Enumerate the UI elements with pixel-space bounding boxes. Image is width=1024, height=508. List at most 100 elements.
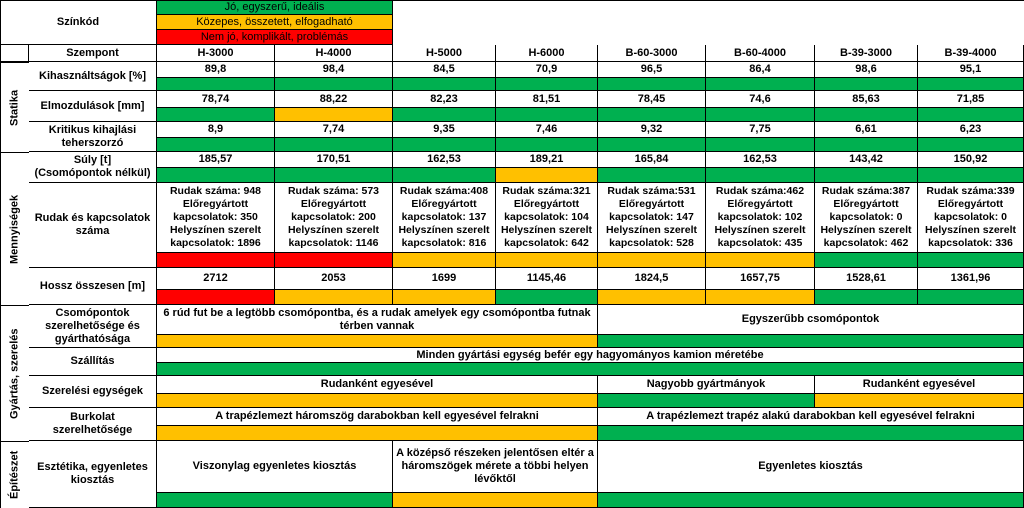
buckling-rating-0 xyxy=(157,138,275,152)
utilization-rating-7 xyxy=(918,78,1024,91)
members-rating-6 xyxy=(815,253,918,268)
utilization-value-7: 95,1 xyxy=(918,62,1024,78)
buckling-rating-1 xyxy=(275,138,393,152)
displacement-value-6: 85,63 xyxy=(815,91,918,108)
weight-rating-3 xyxy=(496,168,598,183)
row-label-members: Rudak és kapcsolatok száma xyxy=(29,183,157,268)
weight-rating-6 xyxy=(815,168,918,183)
weight-rating-5 xyxy=(706,168,815,183)
length-rating-5 xyxy=(706,290,815,305)
row-label-weight: Súly [t] (Csomópontok nélkül) xyxy=(29,152,157,183)
buckling-rating-7 xyxy=(918,138,1024,152)
displacement-rating-7 xyxy=(918,108,1024,122)
aesthetics-text-rest: Egyenletes kiosztás xyxy=(598,441,1024,493)
displacement-value-3: 81,51 xyxy=(496,91,598,108)
displacement-rating-4 xyxy=(598,108,706,122)
aesthetics-rating-h5 xyxy=(393,493,598,508)
utilization-value-0: 89,8 xyxy=(157,62,275,78)
header-col-b39-4000: B-39-4000 xyxy=(918,45,1024,62)
header-col-h4000: H-4000 xyxy=(275,45,393,62)
displacement-rating-6 xyxy=(815,108,918,122)
utilization-rating-1 xyxy=(275,78,393,91)
row-label-displacement: Elmozdulások [mm] xyxy=(29,91,157,122)
length-rating-6 xyxy=(815,290,918,305)
utilization-rating-4 xyxy=(598,78,706,91)
utilization-rating-6 xyxy=(815,78,918,91)
group-gyartas: Gyártás, szerelés xyxy=(0,305,29,441)
aesthetics-text-h5: A középső részeken jelentősen eltér a há… xyxy=(393,441,598,493)
members-rating-7 xyxy=(918,253,1024,268)
row-label-buckling: Kritikus kihajlási teherszorzó xyxy=(29,122,157,152)
weight-value-4: 165,84 xyxy=(598,152,706,168)
buckling-value-0: 8,9 xyxy=(157,122,275,138)
assembly-text-b39: Rudanként egyesével xyxy=(815,376,1024,394)
legend-good: Jó, egyszerű, ideális xyxy=(157,0,393,15)
legend-bad: Nem jó, komplikált, problémás xyxy=(157,30,393,45)
length-rating-4 xyxy=(598,290,706,305)
assembly-rating-h xyxy=(157,394,598,408)
length-value-4: 1824,5 xyxy=(598,268,706,290)
length-value-1: 2053 xyxy=(275,268,393,290)
displacement-value-1: 88,22 xyxy=(275,91,393,108)
row-label-assembly: Szerelési egységek xyxy=(29,376,157,408)
displacement-value-5: 74,6 xyxy=(706,91,815,108)
nodes-rating-h xyxy=(157,335,598,348)
weight-value-0: 185,57 xyxy=(157,152,275,168)
members-value-5: Rudak száma:462 Előregyártott kapcsolato… xyxy=(706,183,815,253)
buckling-value-4: 9,32 xyxy=(598,122,706,138)
buckling-rating-2 xyxy=(393,138,496,152)
weight-value-2: 162,53 xyxy=(393,152,496,168)
aesthetics-rating-rest xyxy=(598,493,1024,508)
length-value-6: 1528,61 xyxy=(815,268,918,290)
displacement-rating-1 xyxy=(275,108,393,122)
weight-rating-1 xyxy=(275,168,393,183)
row-label-aesthetics: Esztétika, egyenletes kiosztás xyxy=(29,441,157,508)
nodes-text-b: Egyszerűbb csomópontok xyxy=(598,305,1024,335)
length-rating-7 xyxy=(918,290,1024,305)
displacement-value-2: 82,23 xyxy=(393,91,496,108)
buckling-value-5: 7,75 xyxy=(706,122,815,138)
header-col-b60-3000: B-60-3000 xyxy=(598,45,706,62)
members-rating-1-a xyxy=(275,253,393,268)
transport-text: Minden gyártási egység befér egy hagyomá… xyxy=(157,348,1024,363)
utilization-rating-0 xyxy=(157,78,275,91)
length-value-7: 1361,96 xyxy=(918,268,1024,290)
transport-rating xyxy=(157,363,1024,376)
group-statika: Statika xyxy=(0,62,29,152)
header-col-h6000: H-6000 xyxy=(496,45,598,62)
members-rating-0 xyxy=(157,253,275,268)
utilization-rating-3 xyxy=(496,78,598,91)
members-value-0: Rudak száma: 948 Előregyártott kapcsolat… xyxy=(157,183,275,253)
members-value-2: Rudak száma:408 Előregyártott kapcsolato… xyxy=(393,183,496,253)
length-value-5: 1657,75 xyxy=(706,268,815,290)
weight-value-3: 189,21 xyxy=(496,152,598,168)
spacer-45-62 xyxy=(0,45,29,62)
weight-value-1: 170,51 xyxy=(275,152,393,168)
utilization-rating-5 xyxy=(706,78,815,91)
weight-rating-7 xyxy=(918,168,1024,183)
utilization-value-4: 96,5 xyxy=(598,62,706,78)
length-value-3: 1145,46 xyxy=(496,268,598,290)
cladding-rating-h xyxy=(157,426,598,441)
assembly-text-b60: Nagyobb gyártmányok xyxy=(598,376,815,394)
weight-rating-2 xyxy=(393,168,496,183)
members-rating-3 xyxy=(496,253,598,268)
displacement-value-7: 71,85 xyxy=(918,91,1024,108)
utilization-value-2: 84,5 xyxy=(393,62,496,78)
members-value-4: Rudak száma:531 Előregyártott kapcsolato… xyxy=(598,183,706,253)
cladding-text-b: A trapézlemezt trapéz alakú darabokban k… xyxy=(598,408,1024,426)
assembly-rating-b60 xyxy=(598,394,815,408)
members-value-3: Rudak száma:321 Előregyártott kapcsolato… xyxy=(496,183,598,253)
nodes-text-h: 6 rúd fut be a legtöbb csomópontba, és a… xyxy=(157,305,598,335)
displacement-rating-3 xyxy=(496,108,598,122)
length-rating-0 xyxy=(157,290,275,305)
members-value-1: Rudak száma: 573 Előregyártott kapcsolat… xyxy=(275,183,393,253)
buckling-rating-6 xyxy=(815,138,918,152)
utilization-value-1: 98,4 xyxy=(275,62,393,78)
members-value-6: Rudak száma:387 Előregyártott kapcsolato… xyxy=(815,183,918,253)
members-rating-5 xyxy=(706,253,815,268)
length-value-2: 1699 xyxy=(393,268,496,290)
aesthetics-text-h34: Viszonylag egyenletes kiosztás xyxy=(157,441,393,493)
utilization-rating-2 xyxy=(393,78,496,91)
